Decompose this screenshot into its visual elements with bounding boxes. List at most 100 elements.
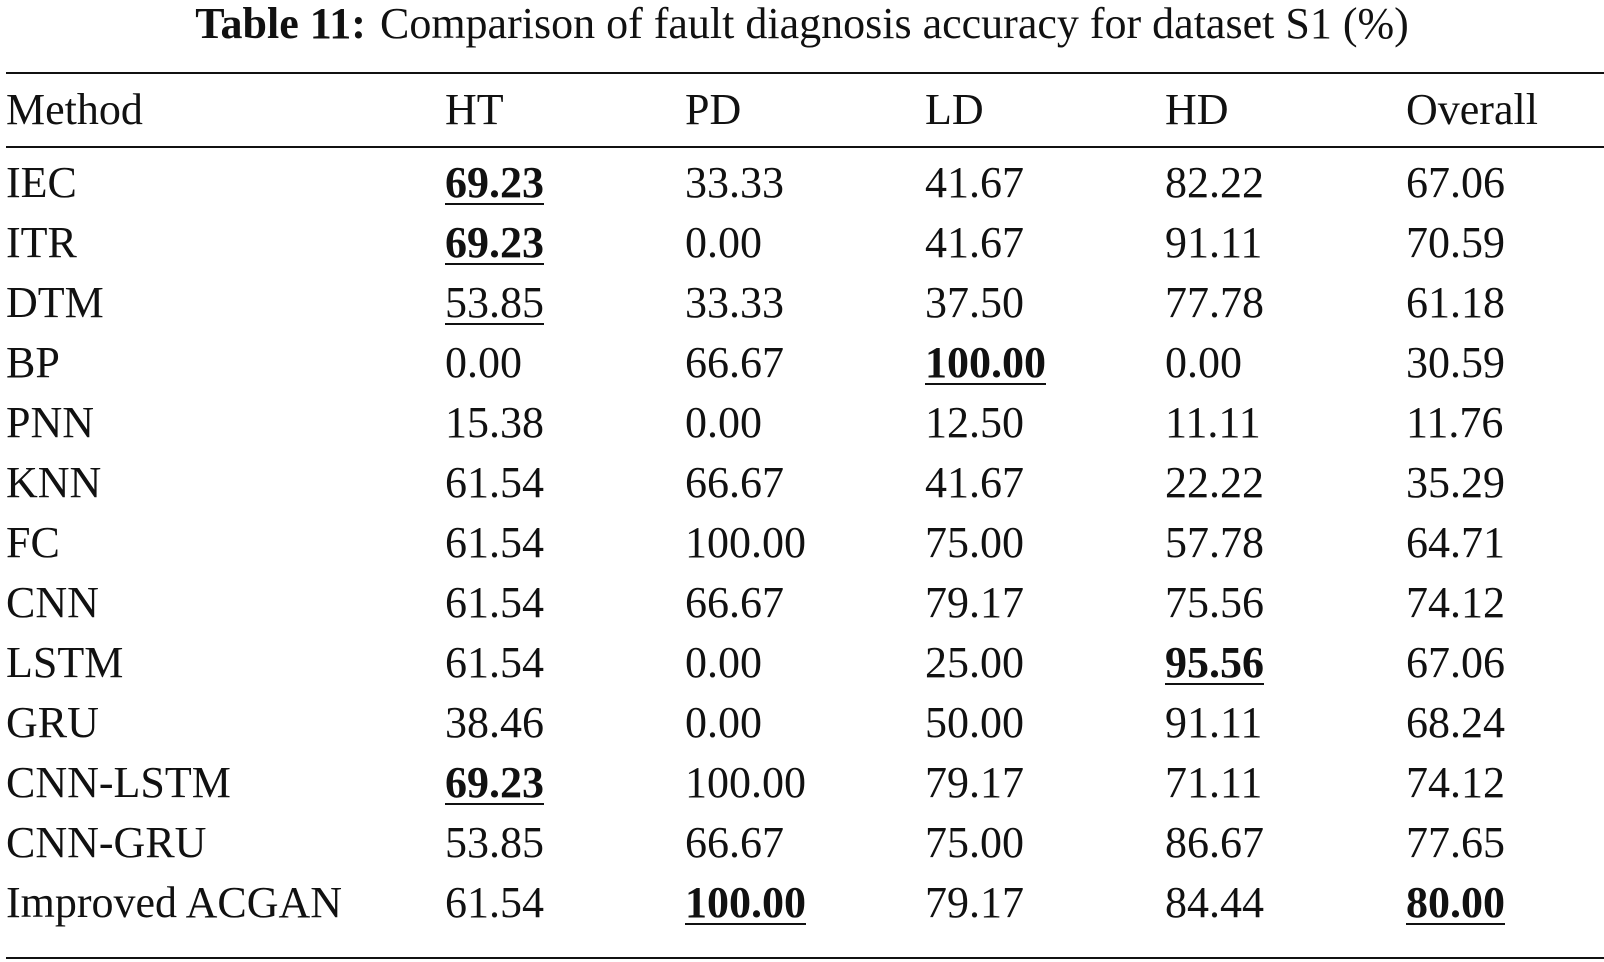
method-name-cell: FC <box>6 518 60 567</box>
accuracy-cell: 35.29 <box>1406 458 1505 507</box>
column-header: HD <box>1165 85 1229 134</box>
method-name-cell: ITR <box>6 218 77 267</box>
accuracy-cell: 53.85 <box>445 818 544 867</box>
accuracy-cell: 50.00 <box>925 698 1024 747</box>
accuracy-cell: 53.85 <box>445 278 544 327</box>
accuracy-cell: 79.17 <box>925 758 1024 807</box>
accuracy-cell: 41.67 <box>925 158 1024 207</box>
accuracy-cell: 61.54 <box>445 458 544 507</box>
accuracy-cell: 11.76 <box>1406 398 1504 447</box>
accuracy-cell: 57.78 <box>1165 518 1264 567</box>
accuracy-cell: 30.59 <box>1406 338 1505 387</box>
accuracy-cell: 67.06 <box>1406 638 1505 687</box>
table-row: CNN 61.54 66.67 79.17 75.56 74.12 <box>6 573 1604 633</box>
table-row: PNN 15.38 0.00 12.50 11.11 11.76 <box>6 393 1604 453</box>
accuracy-cell: 69.23 <box>445 158 544 207</box>
accuracy-cell: 0.00 <box>685 398 762 447</box>
table-row: CNN-GRU 53.85 66.67 75.00 86.67 77.65 <box>6 813 1604 873</box>
accuracy-cell: 91.11 <box>1165 698 1263 747</box>
method-name-cell: DTM <box>6 278 104 327</box>
table-caption: Table 11: Comparison of fault diagnosis a… <box>0 0 1604 62</box>
method-name-cell: CNN-LSTM <box>6 758 231 807</box>
accuracy-cell: 100.00 <box>925 338 1046 387</box>
accuracy-cell: 69.23 <box>445 758 544 807</box>
accuracy-cell: 69.23 <box>445 218 544 267</box>
accuracy-cell: 82.22 <box>1165 158 1264 207</box>
accuracy-cell: 37.50 <box>925 278 1024 327</box>
column-header: LD <box>925 85 984 134</box>
accuracy-cell: 74.12 <box>1406 758 1505 807</box>
accuracy-cell: 79.17 <box>925 578 1024 627</box>
method-name-cell: KNN <box>6 458 102 507</box>
accuracy-cell: 38.46 <box>445 698 544 747</box>
accuracy-cell: 61.54 <box>445 578 544 627</box>
table-caption-label: Table 11: <box>195 0 366 48</box>
accuracy-cell: 22.22 <box>1165 458 1264 507</box>
accuracy-cell: 0.00 <box>685 638 762 687</box>
accuracy-cell: 33.33 <box>685 158 784 207</box>
accuracy-cell: 84.44 <box>1165 878 1264 927</box>
accuracy-cell: 12.50 <box>925 398 1024 447</box>
table-header-row: Method HT PD LD HD Overall <box>6 76 1604 144</box>
accuracy-cell: 0.00 <box>685 218 762 267</box>
accuracy-cell: 77.65 <box>1406 818 1505 867</box>
accuracy-cell: 100.00 <box>685 518 806 567</box>
accuracy-cell: 66.67 <box>685 338 784 387</box>
accuracy-cell: 95.56 <box>1165 638 1264 687</box>
table-row: BP 0.00 66.67 100.00 0.00 30.59 <box>6 333 1604 393</box>
accuracy-cell: 33.33 <box>685 278 784 327</box>
column-header: Overall <box>1406 85 1538 134</box>
table-row: KNN 61.54 66.67 41.67 22.22 35.29 <box>6 453 1604 513</box>
accuracy-cell: 11.11 <box>1165 398 1261 447</box>
table-header-rule <box>6 146 1604 148</box>
accuracy-cell: 0.00 <box>445 338 522 387</box>
method-name-cell: GRU <box>6 698 99 747</box>
accuracy-cell: 41.67 <box>925 458 1024 507</box>
table-row: DTM 53.85 33.33 37.50 77.78 61.18 <box>6 273 1604 333</box>
accuracy-cell: 67.06 <box>1406 158 1505 207</box>
accuracy-cell: 61.54 <box>445 638 544 687</box>
accuracy-cell: 70.59 <box>1406 218 1505 267</box>
accuracy-cell: 77.78 <box>1165 278 1264 327</box>
table-bottom-rule <box>6 957 1604 959</box>
accuracy-cell: 15.38 <box>445 398 544 447</box>
table-top-rule <box>6 72 1604 74</box>
accuracy-cell: 79.17 <box>925 878 1024 927</box>
accuracy-cell: 68.24 <box>1406 698 1505 747</box>
accuracy-cell: 66.67 <box>685 578 784 627</box>
table-row: FC 61.54 100.00 75.00 57.78 64.71 <box>6 513 1604 573</box>
method-name-cell: PNN <box>6 398 95 447</box>
table-row: CNN-LSTM 69.23 100.00 79.17 71.11 74.12 <box>6 753 1604 813</box>
accuracy-cell: 0.00 <box>1165 338 1242 387</box>
method-name-cell: CNN-GRU <box>6 818 207 867</box>
accuracy-cell: 61.54 <box>445 878 544 927</box>
method-name-cell: CNN <box>6 578 99 627</box>
table-row: ITR 69.23 0.00 41.67 91.11 70.59 <box>6 213 1604 273</box>
accuracy-cell: 100.00 <box>685 758 806 807</box>
table-row: IEC 69.23 33.33 41.67 82.22 67.06 <box>6 153 1604 213</box>
accuracy-cell: 75.00 <box>925 518 1024 567</box>
accuracy-cell: 74.12 <box>1406 578 1505 627</box>
accuracy-cell: 71.11 <box>1165 758 1263 807</box>
accuracy-cell: 100.00 <box>685 878 806 927</box>
method-name-cell: Improved ACGAN <box>6 878 343 927</box>
method-name-cell: IEC <box>6 158 77 207</box>
column-header: HT <box>445 85 504 134</box>
accuracy-cell: 80.00 <box>1406 878 1505 927</box>
accuracy-cell: 66.67 <box>685 458 784 507</box>
accuracy-cell: 75.56 <box>1165 578 1264 627</box>
method-name-cell: LSTM <box>6 638 124 687</box>
table-row: Improved ACGAN 61.54 100.00 79.17 84.44 80.00 <box>6 873 1604 933</box>
accuracy-cell: 25.00 <box>925 638 1024 687</box>
accuracy-cell: 86.67 <box>1165 818 1264 867</box>
table-row: LSTM 61.54 0.00 25.00 95.56 67.06 <box>6 633 1604 693</box>
accuracy-cell: 91.11 <box>1165 218 1263 267</box>
column-header: Method <box>6 85 143 134</box>
method-name-cell: BP <box>6 338 60 387</box>
accuracy-cell: 41.67 <box>925 218 1024 267</box>
table-caption-text: Comparison of fault diagnosis accuracy f… <box>379 0 1409 48</box>
accuracy-cell: 0.00 <box>685 698 762 747</box>
column-header: PD <box>685 85 742 134</box>
accuracy-cell: 61.18 <box>1406 278 1505 327</box>
accuracy-cell: 64.71 <box>1406 518 1505 567</box>
